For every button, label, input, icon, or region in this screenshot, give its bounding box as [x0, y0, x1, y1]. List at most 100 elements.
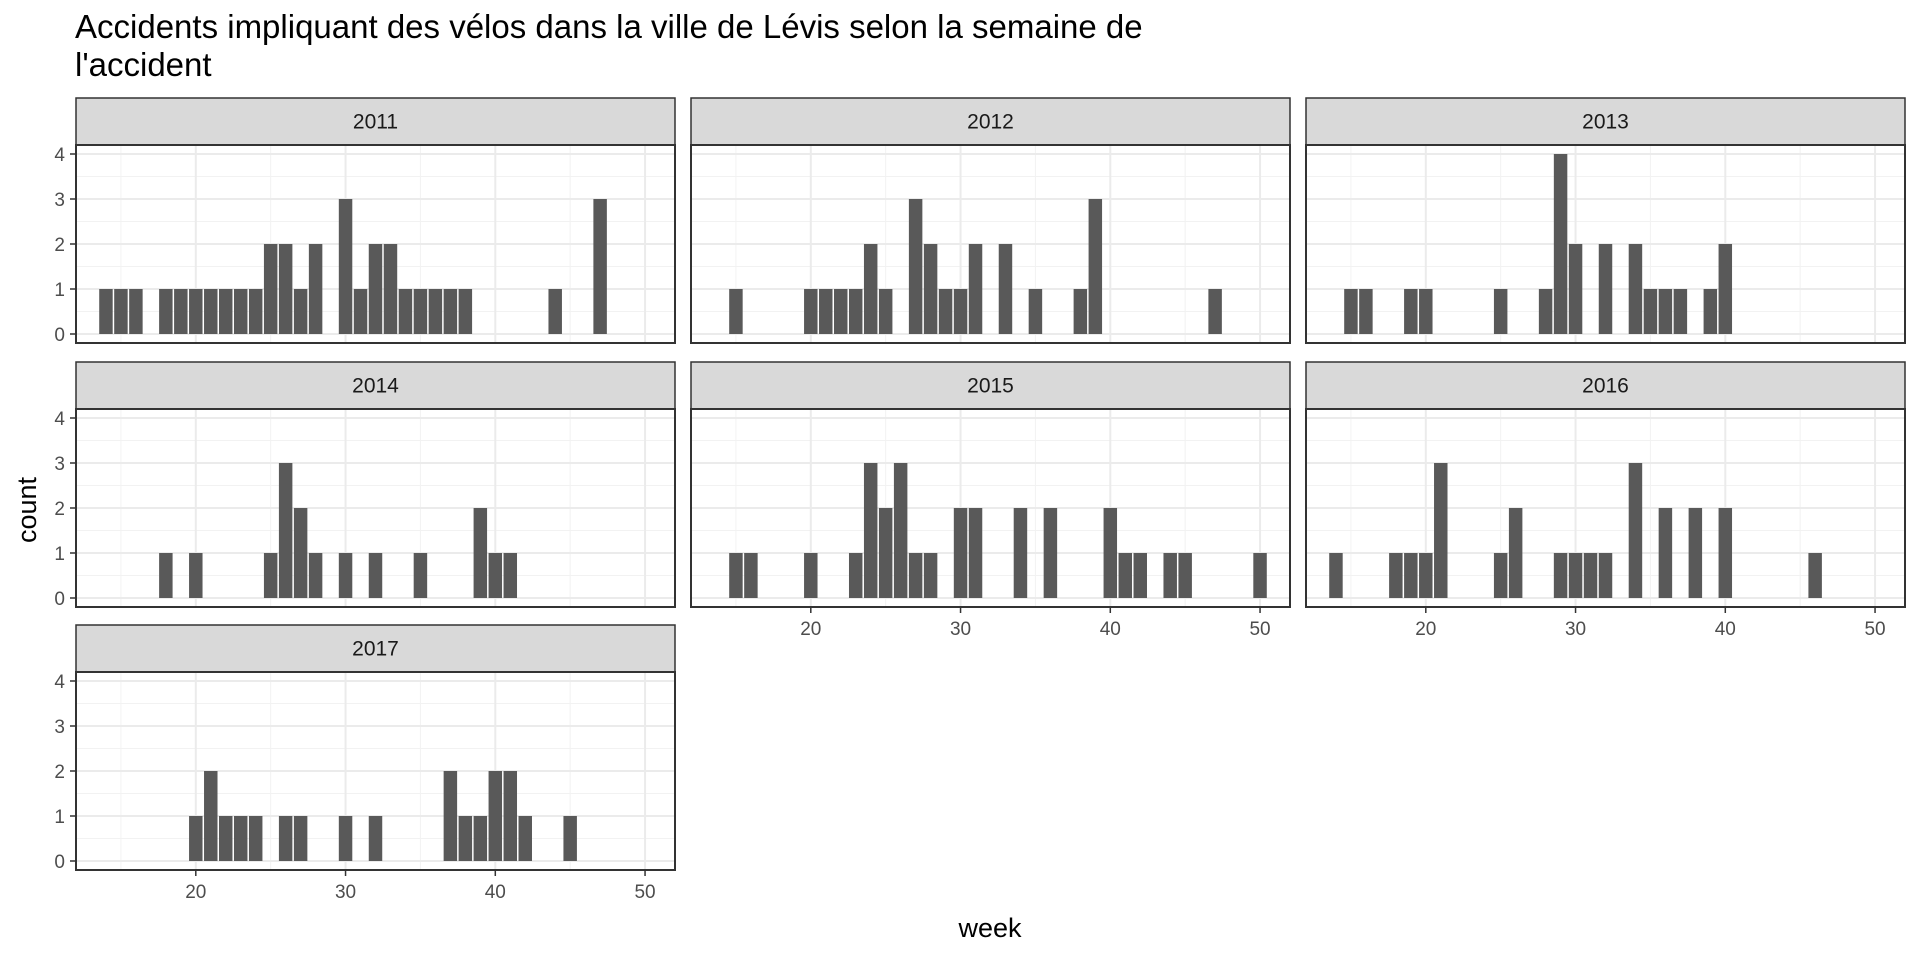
bar-week-37	[1673, 289, 1688, 334]
facet-strip	[75, 361, 676, 410]
facet-panel-2017: 2017 0 1 2 3 4 20 30 40 50	[54, 624, 676, 903]
bar-week-39	[1703, 289, 1718, 334]
bar-week-37	[443, 289, 458, 334]
bar-week-32	[1598, 244, 1613, 334]
facet-panel-2013: 2013	[1305, 97, 1906, 344]
bar-week-15	[729, 553, 743, 598]
bar-week-28	[923, 553, 938, 598]
bar-week-21	[819, 289, 833, 334]
facet-strip-label: 2013	[1582, 111, 1629, 134]
y-tick-label: 3	[54, 454, 65, 475]
bar-week-31	[353, 289, 368, 334]
bar-week-40	[488, 771, 503, 861]
bar-week-19	[1404, 553, 1418, 598]
bar-week-29	[1553, 553, 1568, 598]
facet-strip-label: 2016	[1582, 375, 1629, 398]
bar-week-33	[998, 244, 1013, 334]
bar-week-36	[428, 289, 443, 334]
facet-strip	[690, 361, 1291, 410]
bar-week-42	[1133, 553, 1147, 598]
facet-panel-2012: 2012	[690, 97, 1291, 344]
bar-week-40	[1103, 508, 1118, 598]
y-tick-label: 1	[54, 544, 65, 565]
x-tick-label: 50	[1864, 619, 1885, 640]
bar-week-22	[219, 289, 233, 334]
bar-week-31	[1583, 553, 1598, 598]
bar-week-24	[248, 289, 263, 334]
bar-week-25	[878, 508, 893, 598]
bar-week-20	[804, 553, 818, 598]
bar-week-42	[518, 816, 532, 861]
bar-week-23	[233, 289, 248, 334]
bar-week-28	[308, 244, 323, 334]
facet-strip-label: 2012	[967, 111, 1014, 134]
bar-week-18	[159, 553, 173, 598]
bar-week-47	[593, 199, 607, 334]
y-tick-label: 1	[54, 280, 65, 301]
bar-week-32	[1598, 553, 1613, 598]
facet-strip-label: 2017	[352, 638, 399, 661]
bar-week-41	[1118, 553, 1133, 598]
bar-week-14	[99, 289, 113, 334]
bar-week-40	[488, 553, 503, 598]
bar-week-34	[398, 289, 413, 334]
y-tick-label: 4	[54, 145, 65, 166]
x-tick-label: 50	[1249, 619, 1270, 640]
bar-week-32	[368, 553, 383, 598]
bar-week-35	[1643, 289, 1658, 334]
bar-week-30	[338, 553, 353, 598]
facet-strip	[1305, 97, 1906, 146]
bar-week-25	[1493, 553, 1508, 598]
y-tick-label: 4	[54, 409, 65, 430]
bar-week-30	[338, 816, 353, 861]
bar-week-30	[953, 508, 968, 598]
y-tick-label: 2	[54, 235, 65, 256]
bar-week-21	[204, 771, 218, 861]
bar-week-24	[863, 244, 878, 334]
panel-border	[1305, 144, 1906, 344]
bar-week-24	[248, 816, 263, 861]
x-tick-label: 30	[335, 882, 356, 903]
bar-week-19	[1404, 289, 1418, 334]
bar-week-21	[204, 289, 218, 334]
bar-week-30	[953, 289, 968, 334]
facet-panel-2016: 2016 20 30 40 50	[1305, 361, 1906, 640]
y-tick-label: 4	[54, 672, 65, 693]
bar-week-38	[458, 289, 473, 334]
y-tick-label: 0	[54, 589, 65, 610]
bar-week-26	[1508, 508, 1523, 598]
bar-week-16	[129, 289, 143, 334]
x-axis-title: week	[957, 913, 1022, 943]
chart-title: Accidents impliquant des vélos dans la v…	[75, 8, 1143, 83]
y-tick-label: 3	[54, 190, 65, 211]
bar-week-36	[1658, 508, 1673, 598]
bar-week-27	[908, 199, 923, 334]
y-tick-label: 2	[54, 762, 65, 783]
bar-week-38	[1073, 289, 1088, 334]
bar-week-18	[1389, 553, 1403, 598]
bar-week-26	[278, 463, 293, 598]
bar-week-24	[863, 463, 878, 598]
bar-week-32	[368, 244, 383, 334]
bar-week-23	[848, 553, 863, 598]
bar-week-25	[878, 289, 893, 334]
facet-strip-label: 2015	[967, 375, 1014, 398]
panel-border	[1305, 408, 1906, 608]
y-tick-label: 1	[54, 807, 65, 828]
bar-week-31	[968, 244, 983, 334]
x-tick-label: 20	[1415, 619, 1436, 640]
bar-week-28	[1538, 289, 1553, 334]
bar-week-21	[1434, 463, 1448, 598]
y-axis-title: count	[12, 476, 42, 543]
bar-week-27	[908, 553, 923, 598]
x-tick-label: 40	[1100, 619, 1121, 640]
bar-week-44	[548, 289, 562, 334]
bar-week-15	[729, 289, 743, 334]
bar-week-23	[233, 816, 248, 861]
bar-week-29	[1553, 154, 1568, 334]
bar-week-22	[219, 816, 233, 861]
bar-week-29	[938, 289, 953, 334]
bar-week-25	[263, 244, 278, 334]
